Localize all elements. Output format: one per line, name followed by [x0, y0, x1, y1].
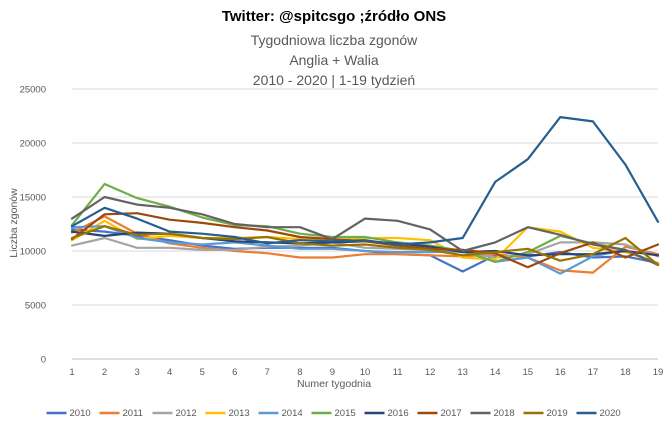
legend-item-2017: 2017 [417, 408, 462, 419]
legend-item-2015: 2015 [311, 408, 356, 419]
legend-label: 2019 [547, 408, 568, 419]
x-tick-label: 6 [232, 367, 237, 378]
x-tick-label: 8 [297, 367, 302, 378]
chart-header: Twitter: @spitcsgo ;źródło ONS [222, 8, 446, 25]
x-tick-label: 13 [457, 367, 468, 378]
legend-item-2011: 2011 [99, 408, 143, 419]
legend-label: 2016 [388, 408, 409, 419]
series-line-2019 [70, 225, 660, 267]
chart-title-line-3: 2010 - 2020 | 1-19 tydzień [253, 72, 415, 88]
gridlines [72, 88, 658, 360]
legend-item-2010: 2010 [46, 408, 91, 419]
y-tick-label: 10000 [20, 247, 46, 258]
legend-label: 2011 [123, 408, 143, 419]
x-tick-label: 17 [588, 367, 599, 378]
series-lines [70, 115, 660, 275]
legend-item-2018: 2018 [470, 408, 515, 419]
y-tick-label: 25000 [20, 85, 46, 96]
legend-item-2013: 2013 [205, 408, 250, 419]
x-tick-label: 2 [102, 367, 107, 378]
x-tick-label: 7 [265, 367, 270, 378]
legend-label: 2014 [282, 408, 303, 419]
y-tick-label: 5000 [25, 301, 46, 312]
y-tick-label: 20000 [20, 139, 46, 150]
legend-label: 2015 [335, 408, 356, 419]
x-tick-label: 3 [134, 367, 139, 378]
y-tick-label: 15000 [20, 193, 46, 204]
legend-item-2014: 2014 [258, 408, 303, 419]
legend-item-2019: 2019 [523, 408, 568, 419]
chart-title-line-1: Tygodniowa liczba zgonów [251, 32, 418, 48]
legend-item-2016: 2016 [364, 408, 409, 419]
x-tick-label: 9 [330, 367, 335, 378]
legend-label: 2012 [176, 408, 197, 419]
legend-label: 2018 [494, 408, 515, 419]
legend-label: 2010 [70, 408, 91, 419]
legend: 2010 2011 2012 2013 2014 2015 2016 2017 2018 2019… [46, 408, 621, 419]
legend-label: 2017 [441, 408, 462, 419]
legend-item-2020: 2020 [576, 408, 621, 419]
x-tick-label: 14 [490, 367, 501, 378]
x-tick-label: 16 [555, 367, 566, 378]
x-tick-label: 15 [522, 367, 533, 378]
series-line-2020 [70, 115, 660, 246]
x-tick-label: 18 [620, 367, 631, 378]
x-tick-label: 4 [167, 367, 172, 378]
series-line-2018 [70, 195, 660, 267]
y-tick-labels: 0 5000 10000 15000 20000 25000 [20, 85, 46, 366]
x-tick-label: 19 [653, 367, 664, 378]
chart-title-line-2: Anglia + Walia [289, 52, 379, 68]
legend-item-2012: 2012 [152, 408, 197, 419]
x-tick-label: 5 [200, 367, 205, 378]
x-tick-label: 1 [69, 367, 74, 378]
x-tick-labels: 1 2 3 4 5 6 7 8 9 10 11 12 13 14 15 16 17 18 19 [69, 367, 663, 378]
y-axis-label: Liczba zgonów [8, 188, 20, 258]
legend-label: 2013 [229, 408, 250, 419]
x-tick-label: 10 [360, 367, 371, 378]
series-line-2012 [70, 236, 660, 259]
series-line-2014 [70, 225, 660, 275]
x-tick-label: 11 [393, 367, 403, 378]
y-tick-label: 0 [41, 355, 46, 366]
x-tick-label: 12 [425, 367, 436, 378]
x-axis-label: Numer tygodnia [297, 378, 371, 390]
legend-label: 2020 [600, 408, 621, 419]
